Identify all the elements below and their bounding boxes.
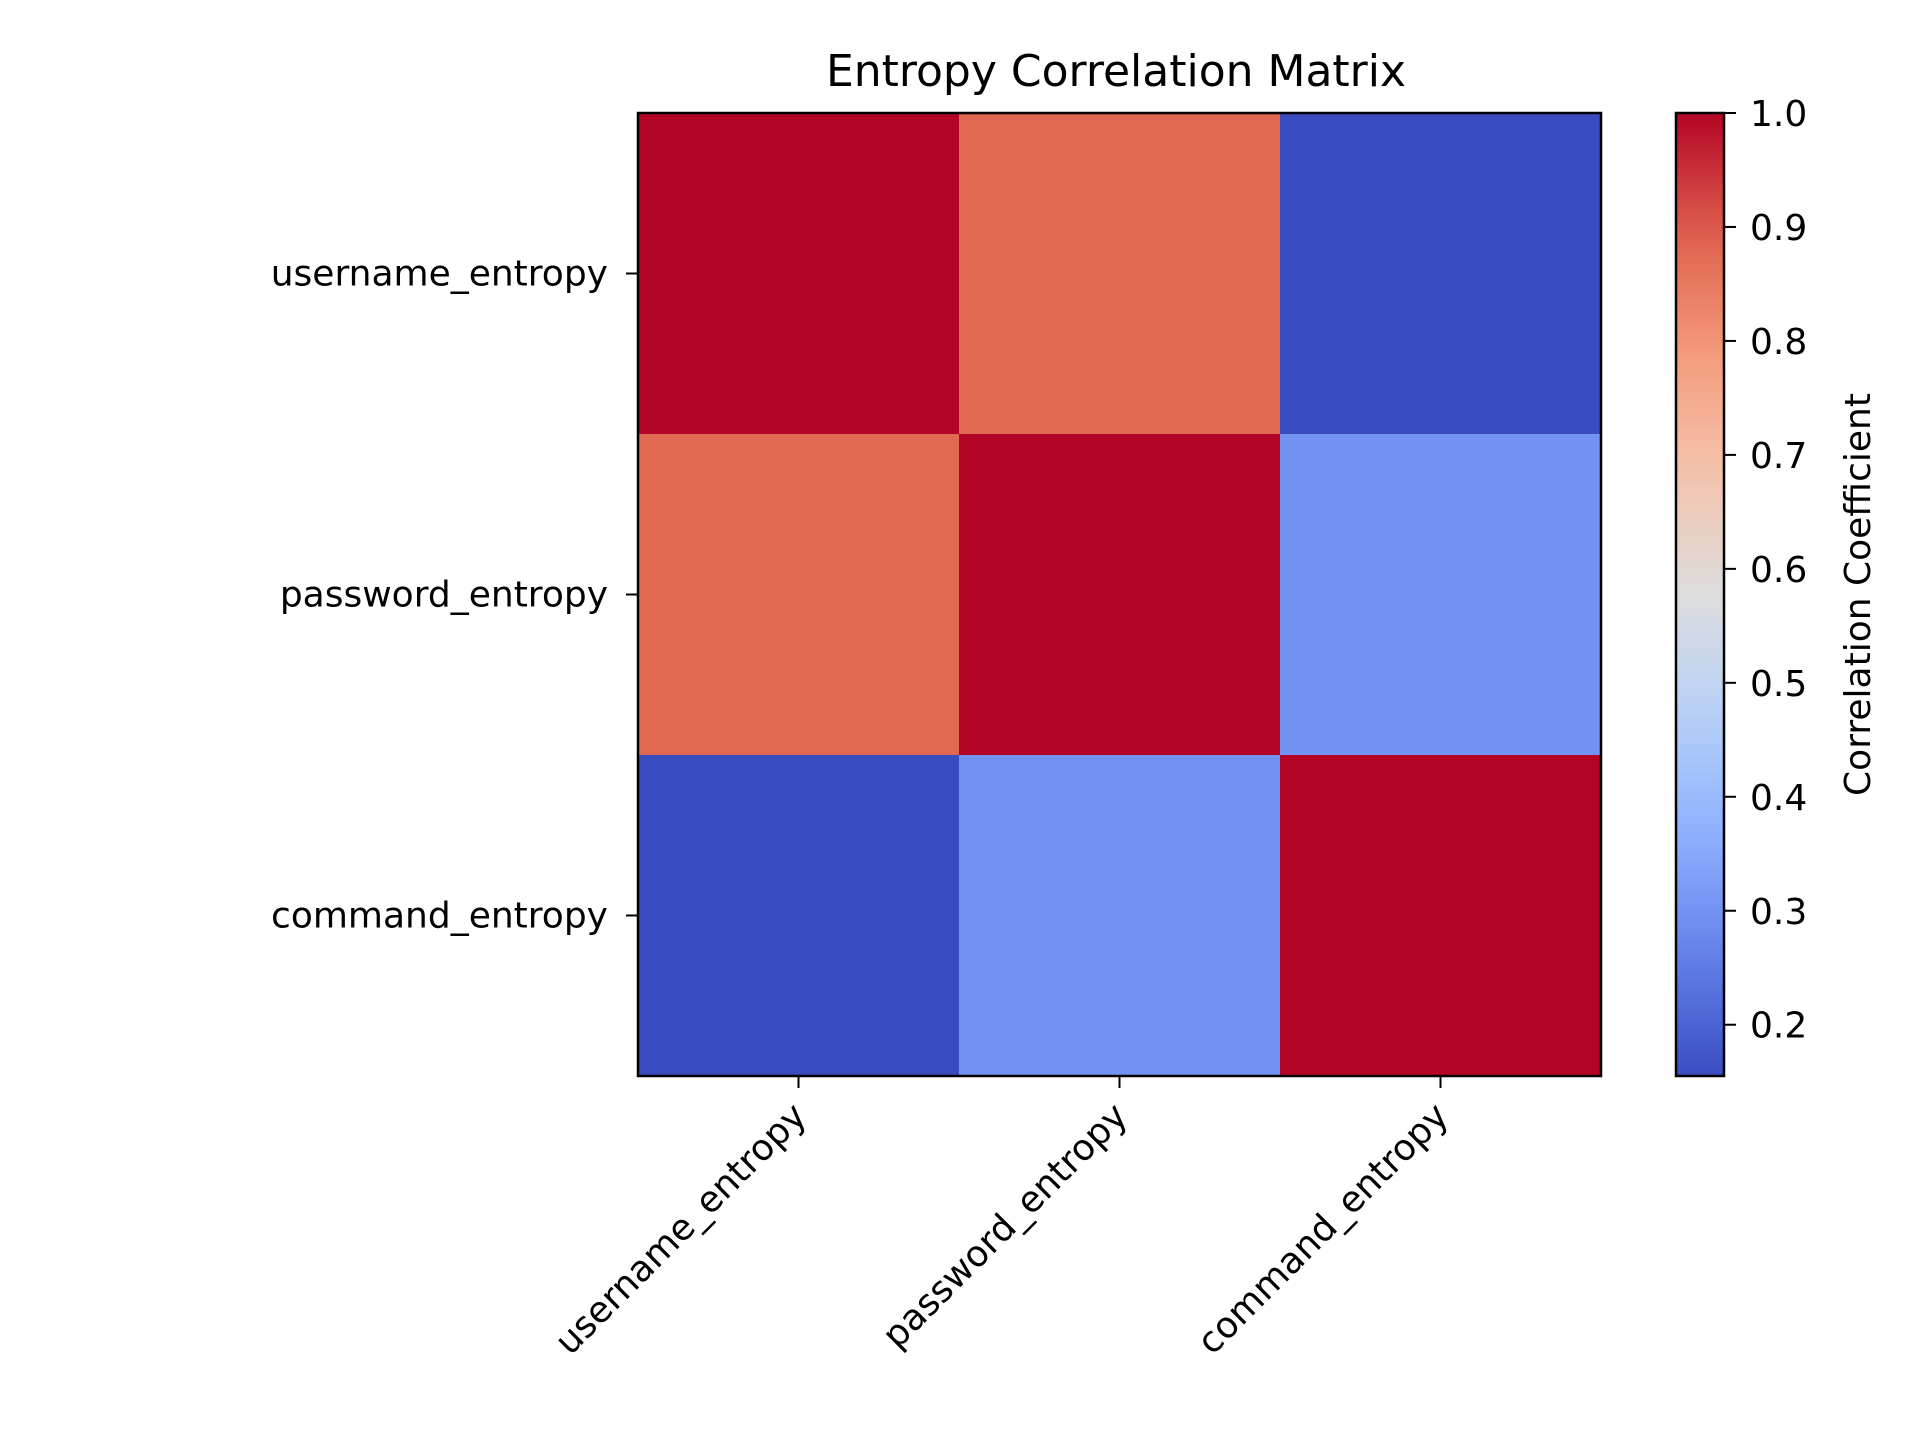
colorbar-tick-label: 0.7 bbox=[1750, 436, 1807, 477]
x-tick-label: username_entropy bbox=[547, 1095, 814, 1362]
heatmap-cells bbox=[638, 113, 1602, 1077]
heatmap-cell bbox=[1280, 755, 1602, 1077]
colorbar-tick-label: 0.6 bbox=[1750, 550, 1807, 591]
colorbar-gradient bbox=[1674, 111, 1726, 1078]
heatmap-cell bbox=[959, 113, 1281, 435]
x-tick-label: command_entropy bbox=[1190, 1095, 1457, 1362]
colorbar: 0.2 0.3 0.4 0.5 0.6 0.7 0.8 0.9 1.0 Correlation … bbox=[1674, 94, 1879, 1078]
x-axis: username_entropy password_entropy command_… bbox=[547, 1076, 1457, 1363]
colorbar-ticks: 0.2 0.3 0.4 0.5 0.6 0.7 0.8 0.9 1.0 bbox=[1724, 94, 1807, 1047]
y-tick-label: username_entropy bbox=[271, 254, 608, 295]
colorbar-tick-label: 0.2 bbox=[1750, 1006, 1807, 1047]
heatmap-cell bbox=[1280, 434, 1602, 756]
heatmap-cell bbox=[638, 113, 960, 435]
x-tick-label: password_entropy bbox=[875, 1095, 1136, 1356]
heatmap-cell bbox=[959, 434, 1281, 756]
colorbar-label: Correlation Coefficient bbox=[1838, 393, 1879, 796]
heatmap-cell bbox=[959, 755, 1281, 1077]
y-tick-label: command_entropy bbox=[271, 896, 608, 937]
y-tick-label: password_entropy bbox=[280, 575, 608, 616]
y-axis: username_entropy password_entropy command_… bbox=[271, 254, 638, 937]
colorbar-tick-label: 0.9 bbox=[1750, 208, 1807, 249]
heatmap-cell bbox=[638, 755, 960, 1077]
colorbar-tick-label: 0.5 bbox=[1750, 664, 1807, 705]
heatmap-cell bbox=[638, 434, 960, 756]
colorbar-tick-label: 0.3 bbox=[1750, 892, 1807, 933]
heatmap-cell bbox=[1280, 113, 1602, 435]
chart-title: Entropy Correlation Matrix bbox=[826, 46, 1406, 97]
colorbar-tick-label: 0.8 bbox=[1750, 322, 1807, 363]
colorbar-tick-label: 0.4 bbox=[1750, 778, 1807, 819]
colorbar-tick-label: 1.0 bbox=[1750, 94, 1807, 135]
